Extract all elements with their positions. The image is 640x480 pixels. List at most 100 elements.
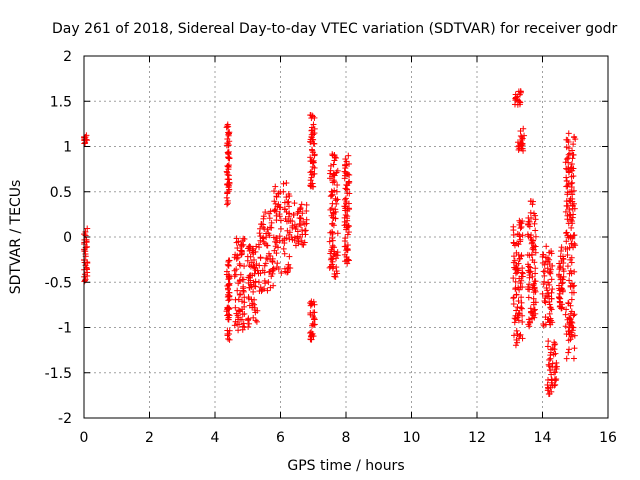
data-point: [223, 268, 230, 275]
data-point: [254, 267, 261, 274]
data-point: [563, 177, 570, 184]
data-point: [527, 305, 534, 312]
data-point: [263, 254, 270, 261]
data-point: [551, 346, 558, 353]
data-point: [567, 211, 574, 218]
data-point: [81, 140, 88, 147]
data-point: [547, 266, 554, 273]
data-point: [530, 198, 537, 205]
data-point: [518, 252, 525, 259]
data-point: [565, 151, 572, 158]
data-point: [334, 182, 341, 189]
data-point: [569, 203, 576, 210]
data-point: [262, 240, 269, 247]
data-point: [560, 256, 567, 263]
y-tick-label: -1: [58, 321, 72, 337]
data-point: [270, 265, 277, 272]
data-point: [566, 206, 573, 213]
data-point: [342, 156, 349, 163]
data-point: [257, 255, 264, 262]
data-point: [258, 288, 265, 295]
data-point: [530, 295, 537, 302]
data-point: [307, 182, 314, 189]
data-point: [510, 300, 517, 307]
data-point: [250, 288, 257, 295]
data-point: [517, 236, 524, 243]
data-point: [569, 220, 576, 227]
x-tick-labels: 0 2 4 6 8 10 12 14 16: [80, 430, 617, 446]
data-point: [311, 151, 318, 158]
data-point: [525, 233, 532, 240]
data-point: [307, 336, 314, 343]
data-point: [541, 272, 548, 279]
data-point: [539, 253, 546, 260]
data-point: [234, 245, 241, 252]
data-point: [310, 121, 317, 128]
data-point: [286, 193, 293, 200]
data-point: [271, 188, 278, 195]
data-point: [558, 305, 565, 312]
data-point: [515, 241, 522, 248]
data-point: [260, 213, 267, 220]
data-point: [308, 174, 315, 181]
data-point: [565, 346, 572, 353]
data-point: [272, 200, 279, 207]
data-point: [309, 113, 316, 120]
data-point: [563, 144, 570, 151]
data-point: [563, 156, 570, 163]
data-point: [288, 234, 295, 241]
data-point: [299, 231, 306, 238]
data-point: [82, 134, 89, 141]
data-point: [543, 285, 550, 292]
data-point: [256, 244, 263, 251]
data-point: [562, 208, 569, 215]
data-point: [303, 216, 310, 223]
data-point: [568, 188, 575, 195]
data-point: [291, 200, 298, 207]
data-point: [224, 201, 231, 208]
data-point: [549, 360, 556, 367]
data-point: [546, 281, 553, 288]
y-tick-label: 1: [63, 140, 72, 156]
data-point: [518, 145, 525, 152]
data-point: [516, 332, 523, 339]
data-point: [246, 284, 253, 291]
data-point: [539, 290, 546, 297]
data-point: [544, 265, 551, 272]
data-point: [539, 259, 546, 266]
data-point: [567, 267, 574, 274]
data-point: [343, 161, 350, 168]
data-point: [564, 252, 571, 259]
data-point: [256, 262, 263, 269]
data-point: [282, 215, 289, 222]
data-point: [531, 278, 538, 285]
data-point: [308, 329, 315, 336]
data-point: [568, 161, 575, 168]
data-point: [543, 243, 550, 250]
data-point: [569, 155, 576, 162]
data-point: [571, 232, 578, 239]
data-point: [224, 189, 231, 196]
data-point: [225, 188, 232, 195]
data-point: [565, 130, 572, 137]
data-point: [571, 345, 578, 352]
data-point: [226, 289, 233, 296]
data-point: [571, 134, 578, 141]
data-point: [517, 128, 524, 135]
data-point: [327, 167, 334, 174]
data-point: [513, 249, 520, 256]
data-point: [261, 262, 268, 269]
data-point: [326, 264, 333, 271]
data-point: [568, 280, 575, 287]
data-point: [519, 270, 526, 277]
data-point: [569, 147, 576, 154]
data-point: [245, 323, 252, 330]
data-point: [297, 214, 304, 221]
data-point: [344, 231, 351, 238]
data-point: [265, 250, 272, 257]
data-point: [345, 152, 352, 159]
data-point: [327, 170, 334, 177]
x-tick-label: 14: [534, 430, 552, 446]
data-point: [293, 223, 300, 230]
data-point: [343, 253, 350, 260]
